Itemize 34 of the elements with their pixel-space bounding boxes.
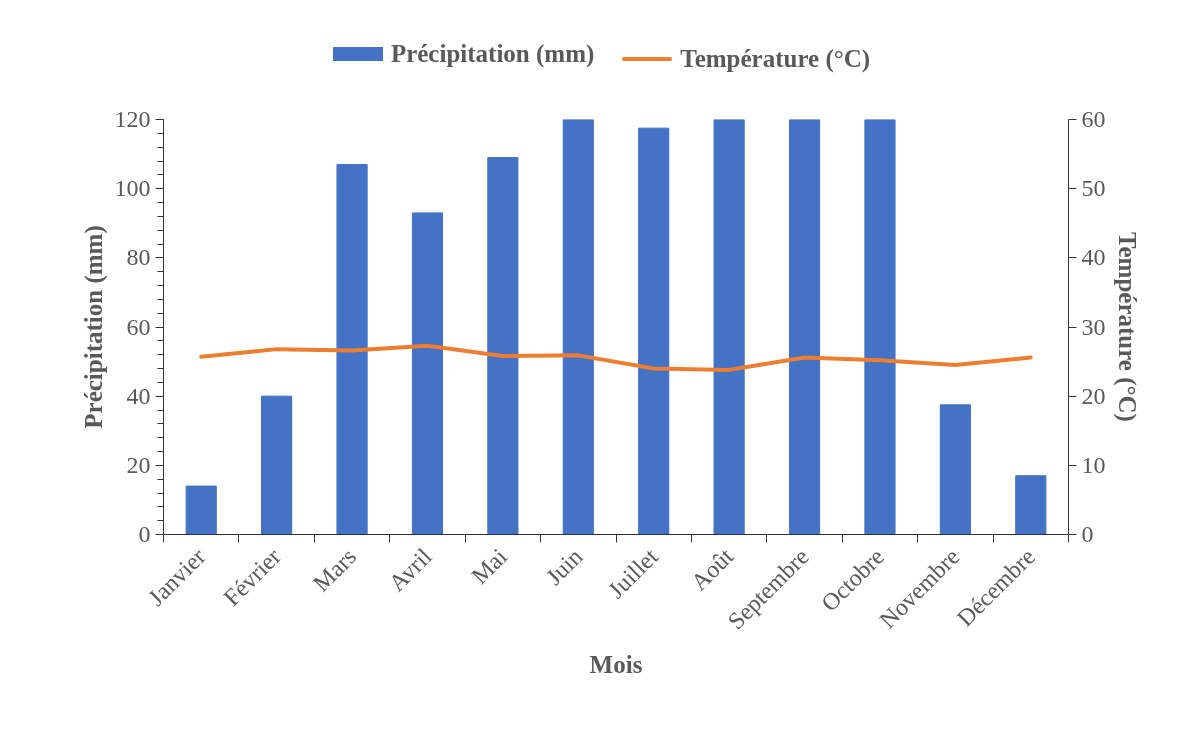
bar xyxy=(487,157,519,535)
bar xyxy=(939,404,971,535)
bar xyxy=(788,119,821,535)
bar xyxy=(336,163,368,535)
y2-axis-title: Température (°C) xyxy=(1112,232,1141,422)
x-tick-label: Juin xyxy=(540,543,588,590)
y2-tick-label: 20 xyxy=(1081,382,1106,409)
y-tick-label: 80 xyxy=(126,244,151,271)
bar xyxy=(185,485,217,535)
y-tick-label: 60 xyxy=(126,313,151,340)
y-tick-label: 40 xyxy=(126,382,151,409)
bar xyxy=(261,395,293,535)
x-axis-title: Mois xyxy=(589,651,643,679)
y2-tick-label: 40 xyxy=(1081,244,1106,271)
legend-label: Précipitation (mm) xyxy=(390,39,595,70)
x-tick-label: Mai xyxy=(466,543,513,590)
line-series xyxy=(199,343,1033,372)
bar xyxy=(713,119,745,535)
y-tick-label: 100 xyxy=(114,175,151,202)
y2-tick-label: 0 xyxy=(1081,521,1094,547)
y2-tick-label: 30 xyxy=(1081,313,1106,340)
y-tick-label: 0 xyxy=(138,521,151,547)
y-tick-label: 20 xyxy=(126,451,151,478)
bar xyxy=(1015,475,1047,535)
bar xyxy=(638,127,670,535)
y2-tick-label: 10 xyxy=(1081,451,1106,478)
bar xyxy=(411,212,444,535)
bar xyxy=(562,119,594,535)
y-axis-title: Précipitation (mm) xyxy=(79,225,108,429)
legend-label: Température (°C) xyxy=(680,44,871,75)
y-tick-label: 120 xyxy=(114,106,151,132)
bar xyxy=(864,119,896,535)
y2-tick-label: 60 xyxy=(1081,106,1106,132)
y2-tick-label: 50 xyxy=(1081,175,1106,202)
